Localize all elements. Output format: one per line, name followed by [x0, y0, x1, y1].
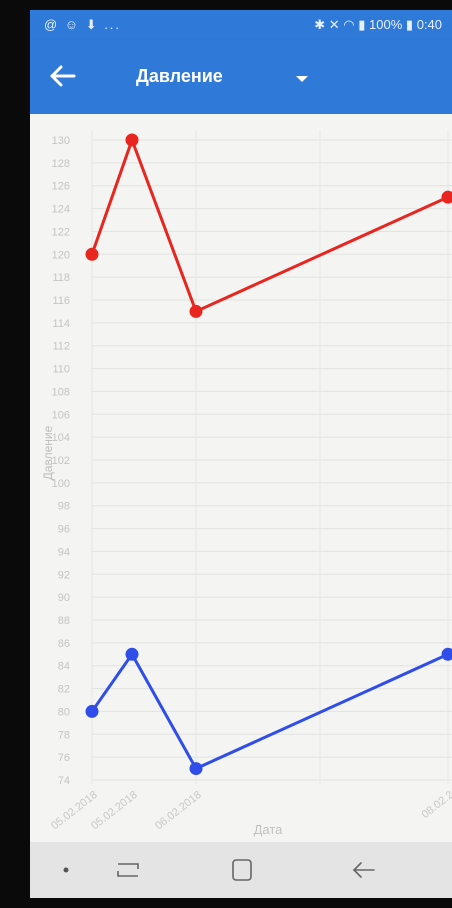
clock: 0:40 [416, 17, 442, 32]
data-point [441, 647, 452, 661]
status-right: ✱ ✕ ◠ ▮ 100% ▮ 0:40 [314, 17, 442, 33]
signal-icon: ▮ [358, 17, 366, 32]
data-point [85, 247, 99, 261]
app-bar: Давление [30, 40, 452, 114]
notification-icons: @ ☺ ⬇ ... [44, 17, 122, 32]
arrow-left-icon [50, 65, 76, 87]
y-tick-label: 94 [58, 546, 70, 558]
caret-down-icon [296, 76, 308, 82]
y-tick-label: 90 [58, 592, 70, 604]
y-tick-label: 124 [52, 204, 70, 216]
pressure-chart: 74 76 78 80 82 84 86 88 90 92 94 96 98 100 102 104 106 10… [41, 130, 452, 837]
mute-icon: ✕ [328, 17, 340, 32]
system-nav-bar [30, 842, 452, 898]
y-tick-label: 130 [52, 135, 70, 147]
bluetooth-icon: ✱ [314, 17, 326, 32]
y-tick-label: 112 [52, 341, 70, 353]
dot-icon [63, 867, 69, 873]
back-arrow-icon [352, 862, 375, 878]
data-point [125, 647, 139, 661]
y-tick-label: 76 [58, 752, 70, 764]
home-button[interactable] [218, 852, 266, 888]
wifi-icon: ◠ [343, 17, 355, 32]
battery-icon: ▮ [405, 17, 414, 32]
y-tick-label: 120 [52, 249, 70, 261]
recent-apps-icon [117, 863, 139, 877]
page-title: Давление [136, 66, 223, 86]
y-tick-label: 102 [52, 455, 70, 467]
y-tick-label: 126 [52, 181, 70, 193]
y-tick-label: 128 [52, 158, 70, 170]
chart-area: 74 76 78 80 82 84 86 88 90 92 94 96 98 100 102 104 106 10… [30, 114, 452, 842]
data-point [189, 762, 203, 776]
x-tick-label: 06.02.2018 [153, 789, 204, 832]
x-tick-label: 08.02.2 [420, 789, 452, 821]
series-line [90, 138, 449, 313]
metric-dropdown[interactable] [288, 68, 316, 90]
y-tick-label: 84 [58, 661, 70, 673]
y-tick-label: 82 [58, 684, 70, 696]
y-tick-label: 108 [52, 386, 70, 398]
battery-percent: 100% [369, 17, 403, 32]
data-point [441, 190, 452, 204]
data-point [85, 704, 99, 718]
y-axis-label: Давление [41, 425, 55, 480]
back-button[interactable] [44, 58, 84, 94]
y-tick-label: 100 [52, 478, 70, 490]
status-bar: @ ☺ ⬇ ... ✱ ✕ ◠ ▮ 100% ▮ 0:40 [30, 10, 452, 40]
data-point [125, 133, 139, 147]
y-tick-label: 78 [58, 729, 70, 741]
recent-apps-button[interactable] [104, 852, 152, 888]
phone-screen: @ ☺ ⬇ ... ✱ ✕ ◠ ▮ 100% ▮ 0:40 Давление 7… [30, 10, 452, 898]
y-tick-label: 118 [52, 272, 70, 284]
y-tick-label: 92 [58, 569, 70, 581]
y-tick-label: 88 [58, 615, 70, 627]
x-axis-label: Дата [254, 822, 284, 837]
y-tick-label: 110 [52, 364, 70, 376]
y-tick-label: 122 [52, 226, 70, 238]
y-tick-label: 104 [52, 432, 70, 444]
data-point [189, 304, 203, 318]
y-tick-label: 98 [58, 501, 70, 513]
home-icon [232, 859, 252, 881]
y-tick-label: 96 [58, 524, 70, 536]
y-tick-label: 106 [52, 409, 70, 421]
y-tick-label: 80 [58, 706, 70, 718]
nav-back-button[interactable] [340, 852, 388, 888]
series-line [90, 652, 449, 771]
y-tick-label: 86 [58, 638, 70, 650]
y-tick-label: 114 [52, 318, 70, 330]
y-tick-label: 116 [52, 295, 70, 307]
y-tick-label: 74 [58, 775, 70, 787]
nav-dot-button[interactable] [42, 852, 90, 888]
